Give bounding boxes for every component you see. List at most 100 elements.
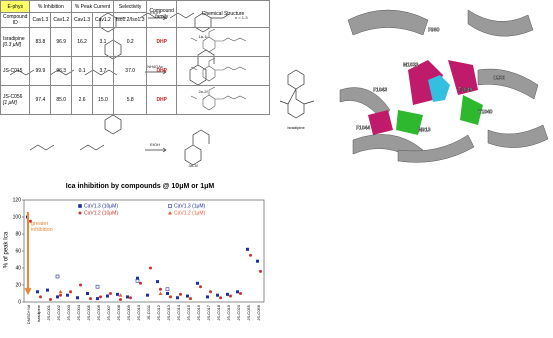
y-tick-label: 20 <box>15 282 21 288</box>
ligand-drawing <box>279 69 315 119</box>
y-tick-label: 60 <box>15 248 21 254</box>
structure-cell <box>175 56 271 86</box>
legend-marker <box>168 211 172 215</box>
y-tick-label: 80 <box>15 231 21 237</box>
helices <box>339 9 549 163</box>
compound-id: JS-C015 <box>3 68 23 74</box>
x-tick-label: JS-C020 <box>236 304 241 320</box>
marker <box>139 281 142 285</box>
product: 3a-3f <box>188 163 198 168</box>
legend-marker <box>78 204 82 208</box>
annotation: greater inhibition <box>31 221 53 233</box>
structure-drawing <box>190 28 247 53</box>
x-tick-label: JS-C005 <box>86 304 91 320</box>
marker <box>249 253 252 257</box>
legend-label: CaV1.3 (1μM) <box>174 203 206 209</box>
marker <box>49 297 52 301</box>
residue-label: M1033 <box>403 62 419 68</box>
table-cell: 97.4 <box>29 85 52 115</box>
marker <box>69 290 72 294</box>
marker <box>189 297 192 301</box>
residue-label: T1039 <box>458 87 472 93</box>
x-tick-label: JS-C001 <box>46 304 51 320</box>
x-tick-label: JS-C007 <box>106 304 111 320</box>
marker <box>146 293 149 297</box>
data-table: E-phys % Inhibition % Peak Current Selec… <box>0 0 271 115</box>
table-cell: 99.9 <box>29 56 52 86</box>
marker <box>99 295 102 299</box>
marker <box>29 219 32 223</box>
residue-label: F1044 <box>356 125 370 131</box>
compound-cell: Isradipine [0.3 μM] <box>0 27 31 57</box>
marker <box>179 292 182 296</box>
marker <box>56 295 59 299</box>
chart-title: Ica inhibition by compounds @ 10μM or 1μ… <box>66 183 215 190</box>
marker <box>209 290 212 294</box>
marker <box>239 292 242 295</box>
table-cell: 37.0 <box>112 56 148 86</box>
y-tick-label: 0 <box>18 299 21 305</box>
y-tick-label: 40 <box>15 265 21 271</box>
marker <box>165 287 170 292</box>
compound-cell: JS-C015 <box>0 56 31 86</box>
legend-label: CaV1.3 (10μM) <box>84 203 118 209</box>
marker <box>226 292 229 296</box>
x-tick-label: JS-C011 <box>146 304 151 320</box>
table-subheader: Compound ID <box>0 12 31 28</box>
table-header: % Inhibition <box>29 0 73 13</box>
marker <box>79 283 82 287</box>
marker <box>166 292 169 295</box>
compound-id: Isradipine <box>3 36 25 42</box>
ligand-label: Isradipine <box>287 125 305 130</box>
y-axis-label: % of peak Ica <box>4 231 10 268</box>
table-subheader: Cav1.3 <box>71 12 93 28</box>
legend-label: CaV1.2 (10μM) <box>84 210 118 216</box>
marker <box>206 295 209 299</box>
marker <box>236 290 239 294</box>
table-cell: DHP <box>146 27 177 57</box>
table-cell: 2.6 <box>71 85 93 115</box>
x-tick-label: JS-C003 <box>66 304 71 320</box>
table-subheader: Cav1.2 <box>92 12 114 28</box>
marker <box>259 269 262 273</box>
table-cell: 0.1 <box>71 56 93 86</box>
table-subheader: Cav1.2 <box>50 12 73 28</box>
annotation-line: greater <box>31 221 49 227</box>
marker <box>86 292 89 295</box>
y-tick-label: 120 <box>13 197 22 203</box>
table-wrap: E-phys % Inhibition % Peak Current Selec… <box>0 0 271 115</box>
marker <box>196 281 199 285</box>
marker <box>156 280 159 284</box>
annotation-line: inhibition <box>31 227 53 233</box>
table-cell: 16.2 <box>71 27 93 57</box>
x-tick-label: JS-C056 <box>256 304 261 320</box>
x-tick-label: JS-C006 <box>96 304 101 320</box>
legend-entry: CaV1.3 (10μM) <box>78 203 118 209</box>
structure-drawing <box>190 57 247 82</box>
table-subheader: Cav1.3 <box>29 12 52 28</box>
x-tick-label: JS-C013 <box>166 304 171 320</box>
marker <box>158 291 163 295</box>
table-cell: 96.3 <box>50 56 73 86</box>
x-tick-label: JS-C017 <box>206 304 211 320</box>
marker <box>116 292 119 296</box>
table-cell: 0.2 <box>112 27 148 57</box>
table-cell: 5.8 <box>112 85 148 115</box>
compound-conc: [1 μM] <box>3 100 17 106</box>
table-cell: 85.0 <box>50 85 73 115</box>
x-tick-label: DMSO+Nif <box>26 304 31 324</box>
residue-label: F1043 <box>373 87 387 93</box>
table-cell: DHP <box>146 85 177 115</box>
marker <box>135 278 140 283</box>
x-tick-label: JS-C004 <box>76 304 81 320</box>
residue-label: C920 <box>493 75 505 81</box>
y-tick-label: 100 <box>13 214 22 220</box>
marker <box>39 295 42 299</box>
legend-marker <box>168 204 172 208</box>
table-cell: 83.8 <box>29 27 52 57</box>
table-cell: DHP <box>146 56 177 86</box>
table-row: JS-C056 [1 μM] 97.4 85.0 2.6 15.0 5.8 DHP <box>0 85 271 115</box>
marker <box>229 294 232 298</box>
marker <box>66 293 69 297</box>
